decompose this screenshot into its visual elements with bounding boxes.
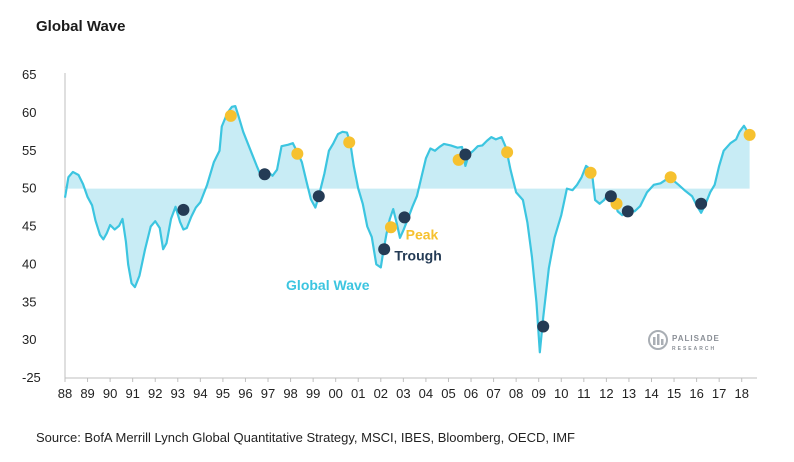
trough-marker (312, 190, 325, 203)
logo-bar-icon (661, 339, 664, 345)
chart-title: Global Wave (36, 18, 126, 35)
x-tick-label: 05 (441, 386, 455, 401)
x-tick-label: 06 (464, 386, 478, 401)
x-tick-label: 12 (599, 386, 613, 401)
y-tick-label: 30 (22, 332, 36, 347)
x-tick-label: 18 (734, 386, 748, 401)
marker-layer (177, 109, 756, 333)
x-tick-label: 90 (103, 386, 117, 401)
peak-marker (584, 166, 597, 179)
peak-marker (501, 146, 514, 159)
x-tick-label: 16 (689, 386, 703, 401)
x-tick-label: 88 (58, 386, 72, 401)
x-tick-label: 94 (193, 386, 207, 401)
logo-brand-text: PALISADE (672, 334, 720, 343)
source-note: Source: BofA Merrill Lynch Global Quanti… (36, 430, 575, 445)
y-axis: 65 60 55 50 45 40 35 30 -25 (22, 67, 66, 385)
trough-marker (604, 190, 617, 203)
y-tick-label: 60 (22, 105, 36, 120)
trough-marker (695, 197, 708, 210)
x-tick-label: 04 (419, 386, 433, 401)
annotation-label: Global Wave (286, 277, 370, 293)
trough-marker (378, 243, 391, 256)
x-tick-label: 01 (351, 386, 365, 401)
x-tick-label: 89 (80, 386, 94, 401)
peak-marker (743, 128, 756, 141)
trough-marker (258, 168, 271, 181)
x-tick-label: 08 (509, 386, 523, 401)
y-tick-label: 35 (22, 294, 36, 309)
y-tick-label: 40 (22, 256, 36, 271)
trough-marker (398, 211, 411, 224)
y-tick-label: 50 (22, 181, 36, 196)
annotation-layer: Peak Trough Global Wave (286, 226, 442, 293)
trough-marker (177, 203, 190, 216)
x-tick-label: 07 (486, 386, 500, 401)
x-tick-label: 03 (396, 386, 410, 401)
annotation-label: Trough (394, 248, 441, 264)
peak-marker (291, 147, 304, 160)
y-tick-label: 55 (22, 143, 36, 158)
x-tick-label: 13 (622, 386, 636, 401)
peak-marker (343, 136, 356, 149)
x-tick-label: 17 (712, 386, 726, 401)
x-tick-label: 10 (554, 386, 568, 401)
x-tick-label: 98 (283, 386, 297, 401)
logo-bar-icon (653, 337, 656, 345)
peak-marker (384, 221, 397, 234)
x-tick-label: 09 (531, 386, 545, 401)
y-tick-label: -25 (22, 370, 41, 385)
logo-sub-text: RESEARCH (672, 346, 716, 352)
y-tick-label: 65 (22, 67, 36, 82)
x-tick-label: 93 (171, 386, 185, 401)
logo-circle-icon (648, 330, 668, 350)
y-tick-label: 45 (22, 219, 36, 234)
x-tick-label: 14 (644, 386, 658, 401)
x-tick-label: 96 (238, 386, 252, 401)
x-tick-label: 11 (577, 386, 591, 401)
x-tick-label: 91 (125, 386, 139, 401)
annotation-label: Peak (406, 226, 439, 242)
series-area (65, 106, 750, 353)
trough-marker (621, 205, 634, 218)
x-tick-label: 99 (306, 386, 320, 401)
trough-marker (459, 148, 472, 161)
x-tick-label: 00 (328, 386, 342, 401)
x-tick-label: 15 (667, 386, 681, 401)
peak-marker (224, 109, 237, 122)
x-tick-label: 95 (216, 386, 230, 401)
x-tick-label: 92 (148, 386, 162, 401)
x-tick-label: 02 (374, 386, 388, 401)
x-tick-label: 97 (261, 386, 275, 401)
area-layer (65, 106, 750, 353)
palisade-logo: PALISADE RESEARCH (648, 330, 720, 352)
peak-marker (664, 171, 677, 184)
trough-marker (537, 320, 550, 333)
logo-bar-icon (657, 334, 660, 345)
